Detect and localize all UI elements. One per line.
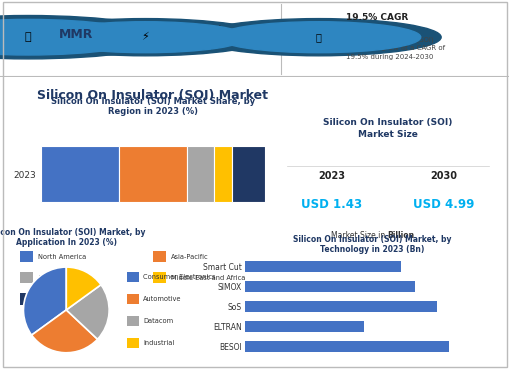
Wedge shape (66, 267, 101, 310)
Wedge shape (23, 267, 66, 335)
Bar (153, 251, 165, 262)
Text: Billion: Billion (387, 231, 414, 240)
Bar (127, 316, 138, 326)
Text: 🌍: 🌍 (25, 32, 31, 42)
Bar (244, 321, 363, 332)
Text: MMR: MMR (59, 28, 93, 41)
Text: North America: North America (38, 254, 87, 261)
Wedge shape (66, 285, 109, 339)
Circle shape (0, 19, 145, 55)
Text: Silicon On Insulator (SOI) Market: Silicon On Insulator (SOI) Market (38, 89, 268, 102)
Bar (186, 146, 213, 203)
Bar (127, 272, 138, 282)
Text: USD 4.99: USD 4.99 (412, 198, 473, 211)
Bar (20, 293, 33, 304)
Title: Silicon On Insulator (SOI) Market, by
Application In 2023 (%): Silicon On Insulator (SOI) Market, by Ap… (0, 228, 145, 247)
Bar (20, 251, 33, 262)
Circle shape (196, 18, 440, 56)
Bar (244, 341, 448, 352)
Text: Automotive: Automotive (143, 296, 181, 302)
Bar (127, 338, 138, 348)
Text: 2030: 2030 (430, 171, 456, 181)
Bar (127, 294, 138, 304)
Bar (231, 146, 265, 203)
Bar (244, 301, 437, 312)
Bar (244, 261, 400, 272)
Text: USD 1.43: USD 1.43 (300, 198, 361, 211)
Title: Silicon On Insulator (SOI) Market Share, by
Region in 2023 (%): Silicon On Insulator (SOI) Market Share,… (51, 97, 255, 116)
Circle shape (23, 18, 267, 56)
Wedge shape (32, 310, 97, 353)
Title: Silicon On Insulator (SOI) Market, by
Technology in 2023 (Bn): Silicon On Insulator (SOI) Market, by Te… (293, 235, 450, 254)
Text: ⚡: ⚡ (141, 32, 149, 42)
Text: Europe: Europe (38, 275, 62, 281)
Bar (153, 272, 165, 283)
Text: Consumer Electronics: Consumer Electronics (143, 274, 215, 280)
Text: 19.5% CAGR: 19.5% CAGR (345, 13, 407, 21)
Text: Industrial: Industrial (143, 340, 174, 346)
Text: Market Size in: Market Size in (330, 231, 387, 240)
Bar (244, 281, 414, 292)
Circle shape (43, 22, 247, 53)
Bar (41, 146, 119, 203)
Bar (213, 146, 231, 203)
Text: 🔥: 🔥 (315, 32, 321, 42)
Text: Asia-Pacific: Asia-Pacific (171, 254, 208, 261)
Text: Asia Pacific Market Accounted
largest share in the Silicon On
Insulator (SOI) Ma: Asia Pacific Market Accounted largest sh… (176, 25, 284, 49)
Bar (119, 146, 186, 203)
Text: Silicon On Insulator (SOI)
Market to grow at a CAGR of
19.5% during 2024-2030: Silicon On Insulator (SOI) Market to gro… (345, 36, 444, 60)
Bar (20, 272, 33, 283)
Text: Silicon On Insulator (SOI)
Market Size: Silicon On Insulator (SOI) Market Size (322, 118, 451, 139)
Text: South America: South America (38, 297, 87, 303)
Text: Middle East and Africa: Middle East and Africa (171, 275, 245, 281)
Circle shape (0, 15, 171, 59)
Circle shape (216, 22, 420, 53)
Text: 2023: 2023 (318, 171, 344, 181)
Text: Datacom: Datacom (143, 318, 173, 324)
